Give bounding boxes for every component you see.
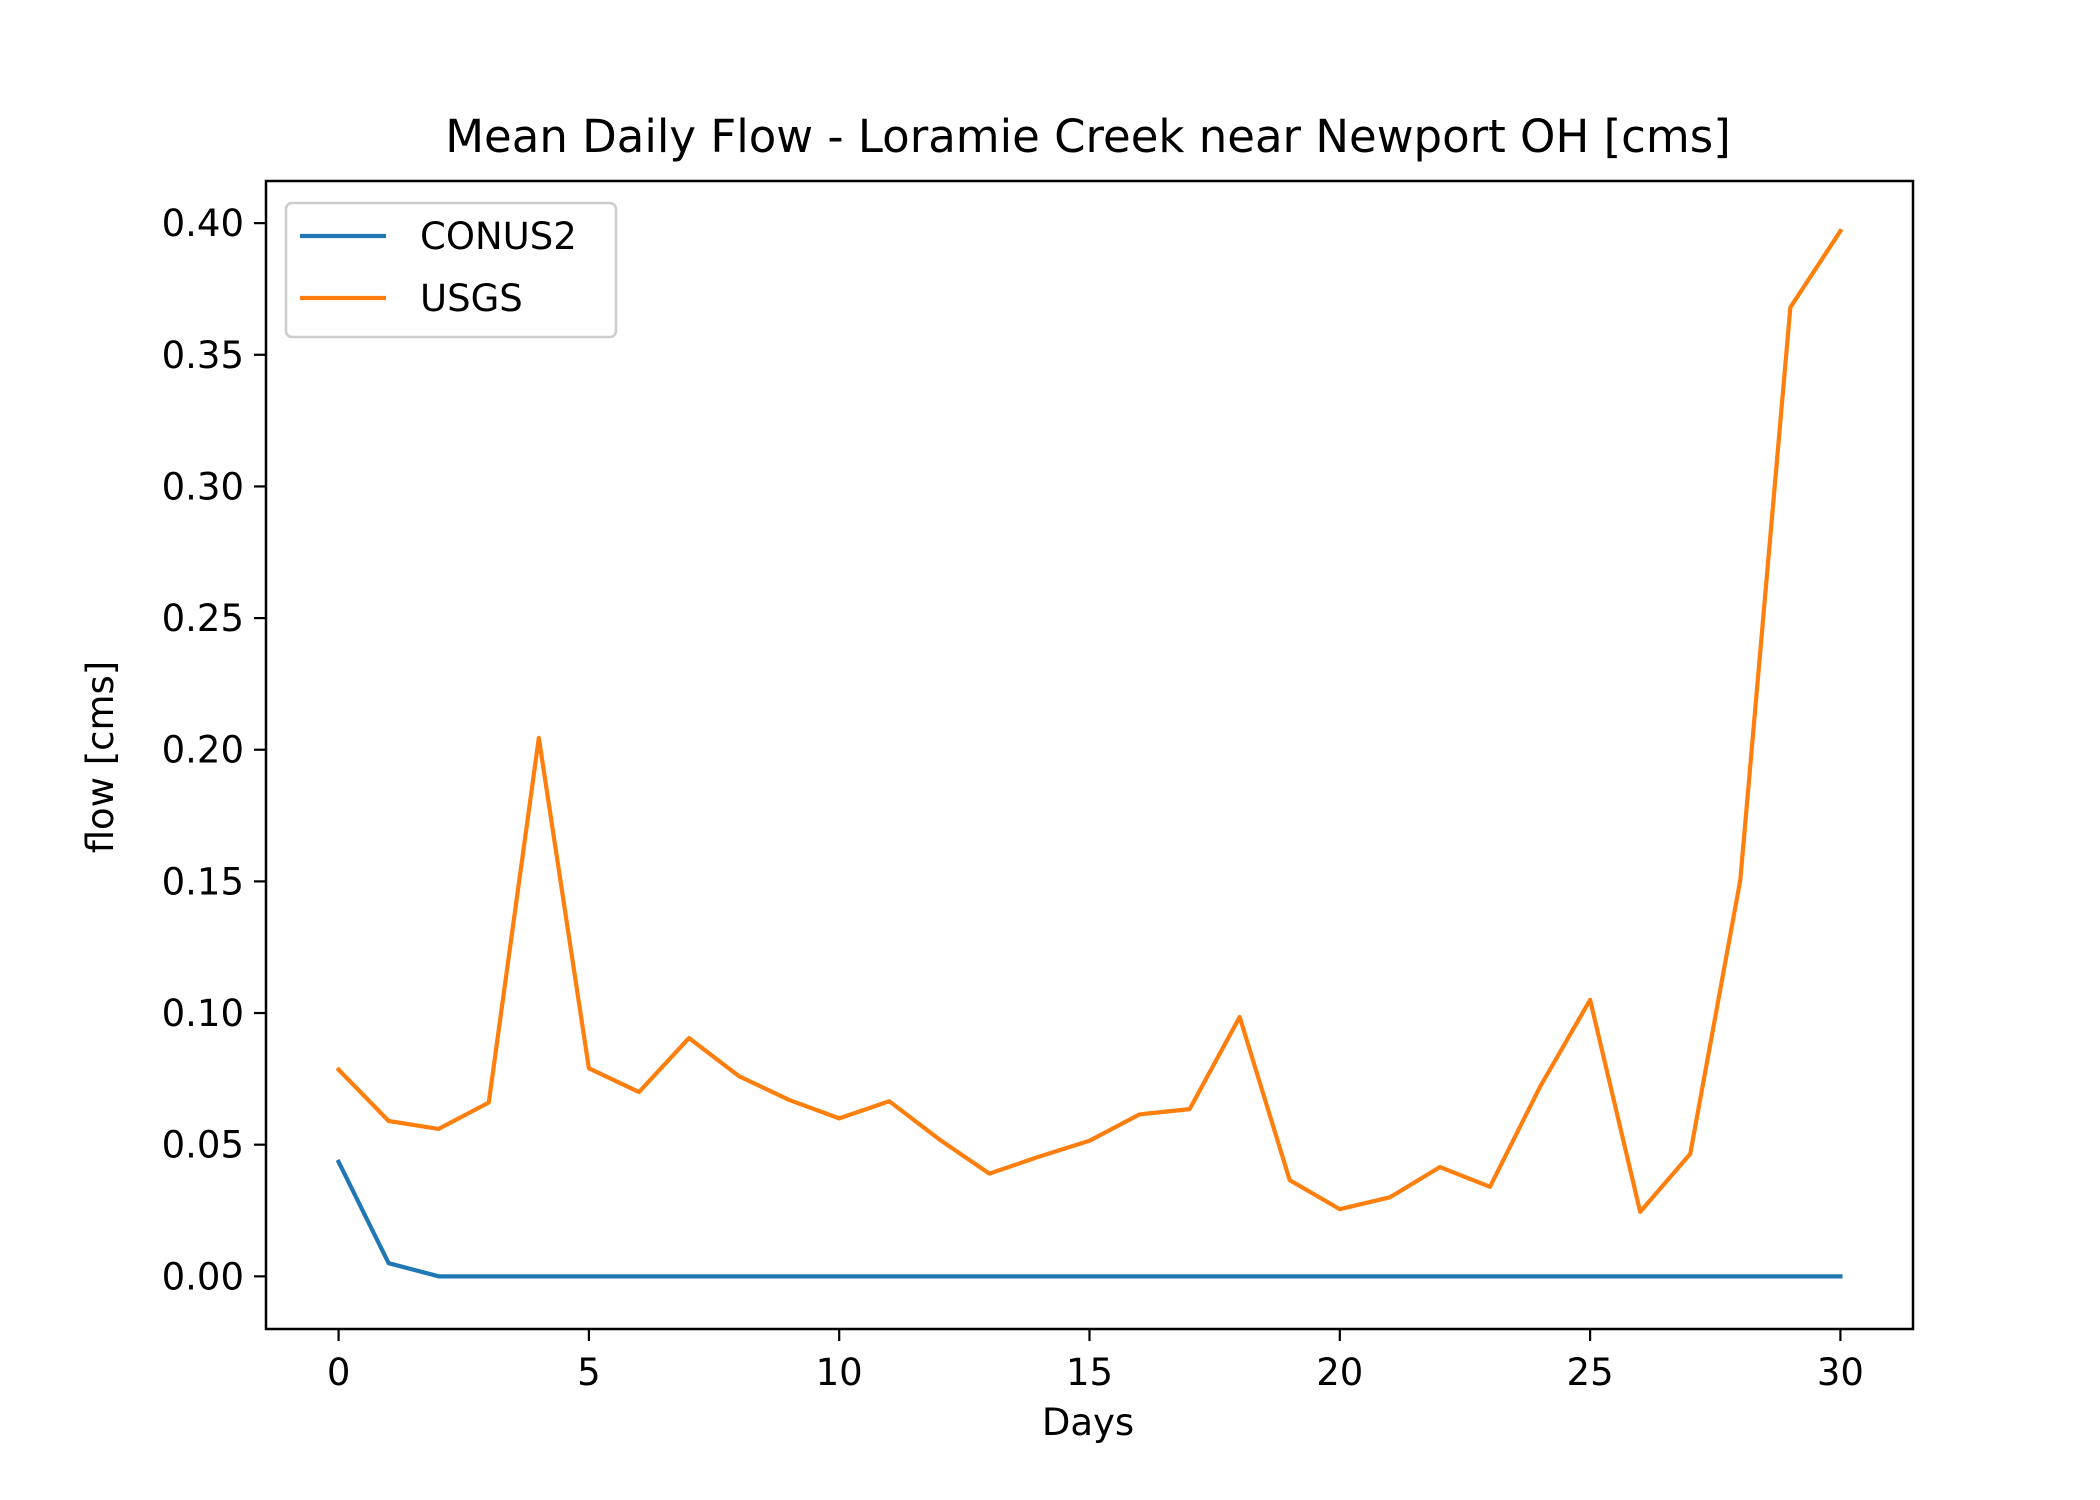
x-tick-label: 20 <box>1316 1351 1363 1394</box>
x-tick-label: 25 <box>1567 1351 1614 1394</box>
series-line-usgs <box>335 228 1844 1214</box>
y-tick-label: 0.40 <box>162 202 244 245</box>
x-tick-label: 30 <box>1817 1351 1864 1394</box>
y-tick-label: 0.05 <box>162 1124 244 1167</box>
y-tick-label: 0.10 <box>162 992 244 1035</box>
legend: CONUS2 USGS <box>284 201 618 339</box>
legend-label-usgs: USGS <box>420 277 523 320</box>
x-tick-label: 15 <box>1066 1351 1113 1394</box>
x-axis-label: Days <box>1042 1401 1134 1444</box>
y-tick-label: 0.20 <box>162 729 244 772</box>
x-tick-label: 0 <box>327 1351 351 1394</box>
legend-label-conus2: CONUS2 <box>420 215 577 258</box>
y-tick-label: 0.00 <box>162 1255 244 1298</box>
y-tick-label: 0.35 <box>162 334 244 377</box>
chart-title: Mean Daily Flow - Loramie Creek near New… <box>445 110 1731 163</box>
x-tick-label: 5 <box>577 1351 601 1394</box>
y-tick-label: 0.30 <box>162 465 244 508</box>
plot-area: 0 5 10 15 20 25 30 0.00 0.05 0.10 0.15 0.20 0.25 0.30… <box>162 179 1915 1394</box>
x-tick-label: 10 <box>816 1351 863 1394</box>
y-tick-label: 0.25 <box>162 597 244 640</box>
series-line-conus2 <box>335 1158 1843 1279</box>
y-axis-label: flow [cms] <box>79 661 122 854</box>
y-tick-label: 0.15 <box>162 860 244 903</box>
